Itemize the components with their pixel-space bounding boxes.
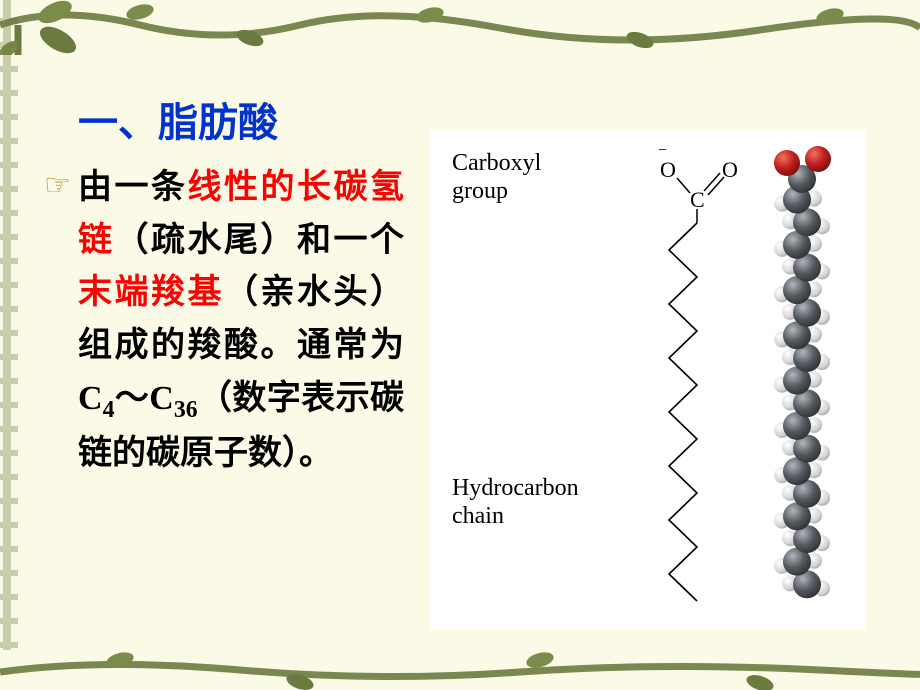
sub-c4: 4 [103, 397, 115, 423]
left-vine [0, 0, 18, 690]
bottom-vine [0, 650, 920, 690]
structural-formula: − O O C [640, 145, 750, 605]
space-fill-model [765, 145, 840, 600]
sub-c36: 36 [174, 397, 198, 423]
molecule-atoms [774, 146, 831, 598]
t2: （疏水尾）和一个 [115, 222, 405, 259]
body-text-block: 由一条线性的长碳氢链（疏水尾）和一个末端羧基（亲水头）组成的羧酸。通常为C4～C… [44, 162, 404, 481]
t-red2: 末端羧基 [78, 274, 224, 311]
t4: ～C [114, 380, 173, 417]
section-title: 一、脂肪酸 [78, 90, 278, 148]
label-hydrocarbon: Hydrocarbon chain [452, 475, 579, 530]
top-vine [0, 0, 920, 55]
fatty-acid-diagram: Carboxyl group Hydrocarbon chain − O O C [430, 130, 865, 630]
definition-paragraph: 由一条线性的长碳氢链（疏水尾）和一个末端羧基（亲水头）组成的羧酸。通常为C4～C… [78, 162, 404, 481]
o2-label: O [722, 157, 738, 182]
zigzag-chain [669, 223, 697, 601]
c-label: C [690, 187, 705, 212]
label-carboxyl: Carboxyl group [452, 150, 541, 205]
t1: 由一条 [78, 169, 188, 206]
o1-label: O [660, 157, 676, 182]
